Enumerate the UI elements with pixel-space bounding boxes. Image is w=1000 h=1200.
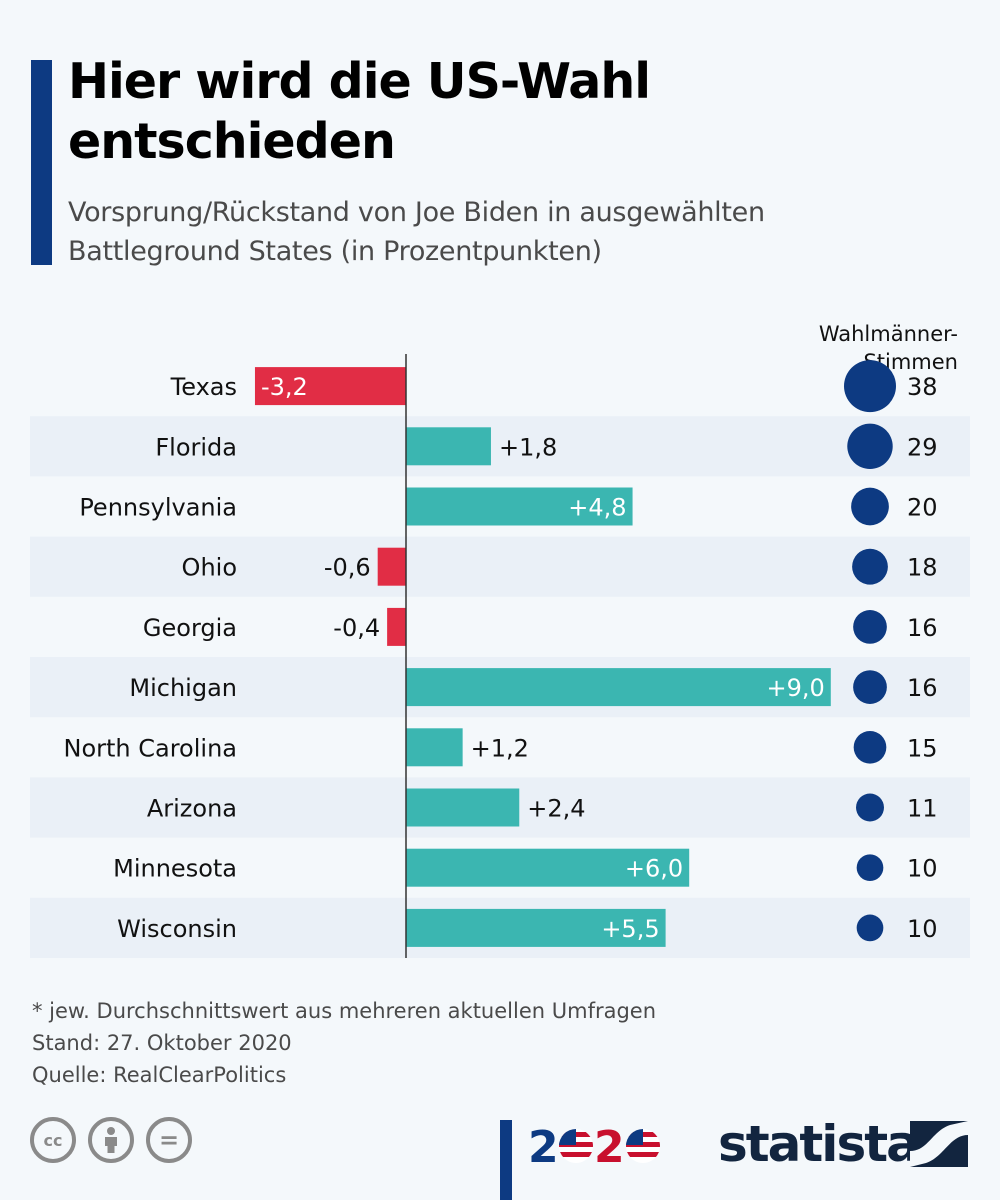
creative-commons-icon[interactable]: cc <box>30 1117 76 1163</box>
row-band <box>30 536 970 597</box>
electoral-votes-dot <box>856 854 884 882</box>
footnote-date: Stand: 27. Oktober 2020 <box>32 1031 292 1055</box>
bar <box>377 547 406 586</box>
electoral-votes-label: 10 <box>907 915 938 943</box>
logo-2020-digits: 2 2 <box>528 1120 673 1170</box>
footnote-source: Quelle: RealClearPolitics <box>32 1063 287 1087</box>
bar <box>406 908 666 947</box>
electoral-votes-dot <box>853 610 887 644</box>
svg-text:2: 2 <box>528 1122 559 1170</box>
statista-logo-icon <box>910 1121 968 1167</box>
electoral-votes-label: 38 <box>907 373 938 401</box>
value-label: +1,8 <box>499 433 557 461</box>
electoral-votes-label: 18 <box>907 554 938 582</box>
value-label: +2,4 <box>527 795 585 823</box>
value-label: +9,0 <box>767 674 825 702</box>
electoral-votes-label: 10 <box>907 855 938 883</box>
category-label: Texas <box>170 373 237 401</box>
bar <box>254 367 406 406</box>
value-label: +4,8 <box>568 494 626 522</box>
electoral-votes-dot <box>852 548 888 585</box>
attribution-icon[interactable] <box>88 1117 134 1163</box>
electoral-votes-label: 15 <box>907 734 938 762</box>
row-band <box>30 416 970 477</box>
logo-accent-bar <box>500 1120 512 1200</box>
bar <box>406 788 520 827</box>
electoral-votes-label: 20 <box>907 494 938 522</box>
footnote: * jew. Durchschnittswert aus mehreren ak… <box>32 995 656 1091</box>
category-label: Ohio <box>182 554 237 582</box>
person-glyph <box>105 1127 117 1153</box>
value-label: +5,5 <box>601 915 659 943</box>
electoral-votes-dot <box>856 914 884 942</box>
bar-chart: Texas -3,2 38 Florida +1,8 29 Pennsylvania +4,8… <box>30 354 970 958</box>
electoral-votes-dot <box>851 487 889 526</box>
electoral-votes-label: 16 <box>907 674 938 702</box>
category-label: Minnesota <box>113 855 237 883</box>
bar <box>406 848 690 887</box>
title-accent-bar <box>31 60 52 265</box>
no-derivatives-icon[interactable]: = <box>146 1117 192 1163</box>
chart-title: Hier wird die US-Wahl entschieden <box>68 53 651 170</box>
svg-text:2: 2 <box>594 1122 625 1170</box>
license-icons: cc = <box>30 1117 192 1163</box>
category-label: North Carolina <box>64 734 238 762</box>
bar <box>387 607 406 646</box>
category-label: Georgia <box>143 614 237 642</box>
electoral-votes-dot <box>853 730 887 764</box>
electoral-votes-header-line1: Wahlmänner- <box>818 322 958 346</box>
chart-subtitle: Vorsprung/Rückstand von Joe Biden in aus… <box>68 197 765 267</box>
flag-2020-icon: 2 2 <box>528 1122 660 1170</box>
bar <box>406 487 633 526</box>
category-label: Pennsylvania <box>79 494 237 522</box>
electoral-votes-dot <box>853 670 887 704</box>
value-label: +1,2 <box>471 734 529 762</box>
bar <box>406 728 463 767</box>
value-label: +6,0 <box>625 855 683 883</box>
category-label: Arizona <box>147 795 237 823</box>
electoral-votes-dot <box>847 423 893 470</box>
electoral-votes-label: 11 <box>907 795 938 823</box>
value-label: -0,6 <box>324 554 371 582</box>
electoral-votes-dot <box>856 793 884 822</box>
equals-label: = <box>158 1126 180 1154</box>
statista-wave-glyph <box>910 1121 968 1167</box>
electoral-votes-label: 29 <box>907 433 938 461</box>
value-label: -0,4 <box>333 614 380 642</box>
electoral-votes-dot <box>844 360 896 413</box>
category-label: Michigan <box>129 674 237 702</box>
category-label: Florida <box>155 433 237 461</box>
electoral-votes-label: 16 <box>907 614 938 642</box>
value-label: -3,2 <box>261 373 308 401</box>
bar <box>406 668 831 707</box>
bar <box>406 427 491 466</box>
footnote-note: * jew. Durchschnittswert aus mehreren ak… <box>32 999 657 1023</box>
electoral-votes-header: Wahlmänner- Stimmen <box>819 320 958 376</box>
statista-logo-text[interactable]: statista <box>718 1115 920 1173</box>
cc-label: cc <box>43 1130 63 1150</box>
category-label: Wisconsin <box>117 915 237 943</box>
